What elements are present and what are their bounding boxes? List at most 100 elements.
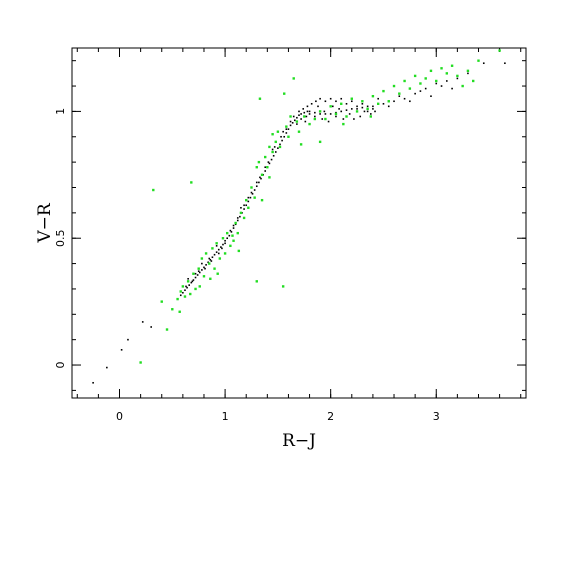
data-point-black	[305, 115, 308, 118]
data-point-black	[267, 161, 270, 163]
data-point-black	[374, 110, 376, 113]
data-point-green	[152, 188, 155, 192]
x-tick-label: 0	[116, 410, 123, 423]
data-point-green	[440, 67, 443, 70]
data-point-green	[202, 275, 206, 278]
data-point-green	[200, 257, 204, 260]
data-point-green	[271, 133, 274, 136]
data-point-black	[300, 118, 302, 120]
data-point-black	[203, 266, 205, 269]
data-point-black	[350, 100, 353, 103]
data-point-green	[165, 328, 169, 331]
data-point-black	[224, 239, 226, 242]
data-point-green	[208, 262, 211, 265]
data-point-black	[194, 272, 197, 275]
data-point-black	[251, 193, 254, 195]
data-point-black	[467, 72, 469, 75]
data-point-black	[232, 227, 235, 229]
data-point-black	[194, 276, 197, 279]
data-point-black	[504, 62, 506, 65]
data-point-black	[302, 108, 305, 110]
data-point-black	[323, 110, 326, 113]
data-point-black	[250, 191, 253, 194]
data-point-black	[291, 122, 294, 124]
data-point-black	[324, 113, 327, 115]
data-point-black	[253, 189, 256, 191]
data-point-green	[369, 115, 372, 118]
data-point-green	[197, 267, 200, 270]
data-point-green	[216, 272, 219, 275]
data-point-green	[361, 100, 364, 103]
data-point-black	[209, 258, 212, 261]
data-point-black	[393, 100, 395, 103]
data-point-black	[306, 105, 309, 108]
data-point-green	[186, 280, 190, 283]
data-point-black	[234, 223, 237, 226]
data-point-green	[171, 308, 174, 311]
data-point-black	[179, 294, 182, 297]
data-point-black	[264, 166, 267, 169]
x-axis-label: R−J	[282, 431, 316, 451]
data-point-black	[329, 97, 332, 100]
data-point-green	[176, 297, 179, 301]
data-point-black	[319, 97, 321, 100]
data-point-black	[331, 105, 334, 108]
data-point-green	[345, 115, 348, 118]
data-point-green	[242, 216, 246, 220]
data-point-black	[414, 92, 416, 95]
data-point-black	[314, 115, 316, 118]
data-point-green	[237, 249, 241, 253]
data-point-green	[281, 285, 285, 288]
data-point-black	[127, 338, 129, 341]
data-point-green	[198, 285, 201, 288]
data-point-black	[258, 181, 260, 184]
data-point-black	[285, 132, 288, 134]
data-point-green	[231, 234, 234, 237]
data-point-black	[387, 105, 390, 108]
data-point-black	[430, 95, 432, 97]
data-point-green	[324, 117, 327, 121]
data-point-black	[340, 110, 343, 113]
data-point-black	[201, 269, 203, 271]
data-point-black	[482, 62, 485, 65]
data-point-black	[141, 321, 144, 323]
data-point-black	[188, 284, 190, 286]
data-point-green	[245, 198, 248, 202]
data-point-black	[220, 246, 222, 248]
data-point-green	[318, 110, 322, 113]
data-point-green	[308, 122, 311, 126]
data-point-black	[230, 231, 233, 233]
data-points	[92, 49, 506, 384]
data-point-black	[403, 97, 406, 100]
data-point-black	[348, 113, 351, 115]
data-point-black	[217, 252, 220, 255]
data-point-black	[208, 257, 211, 260]
data-point-black	[440, 85, 443, 87]
data-point-black	[182, 291, 184, 294]
data-point-black	[306, 110, 309, 113]
axis-tick-labels: 0 1 2 3 0 0.5 1	[54, 108, 440, 423]
data-point-black	[197, 270, 200, 272]
data-point-green	[255, 280, 258, 283]
data-point-black	[190, 281, 193, 284]
data-point-black	[239, 215, 241, 218]
data-point-black	[372, 105, 374, 108]
data-point-green	[215, 242, 218, 245]
data-point-black	[298, 110, 300, 113]
data-point-black	[213, 253, 216, 256]
data-point-black	[240, 206, 242, 209]
data-point-green	[424, 77, 427, 80]
data-point-black	[308, 113, 311, 115]
data-point-green	[450, 64, 454, 67]
data-point-green	[234, 221, 237, 225]
data-point-black	[287, 128, 290, 130]
data-point-green	[271, 150, 274, 154]
data-point-black	[92, 381, 94, 384]
data-point-green	[413, 74, 417, 78]
data-point-green	[258, 97, 262, 100]
data-point-black	[280, 135, 282, 138]
data-point-black	[150, 326, 152, 328]
data-point-green	[403, 79, 406, 83]
data-point-black	[285, 128, 288, 130]
data-point-green	[461, 84, 464, 88]
